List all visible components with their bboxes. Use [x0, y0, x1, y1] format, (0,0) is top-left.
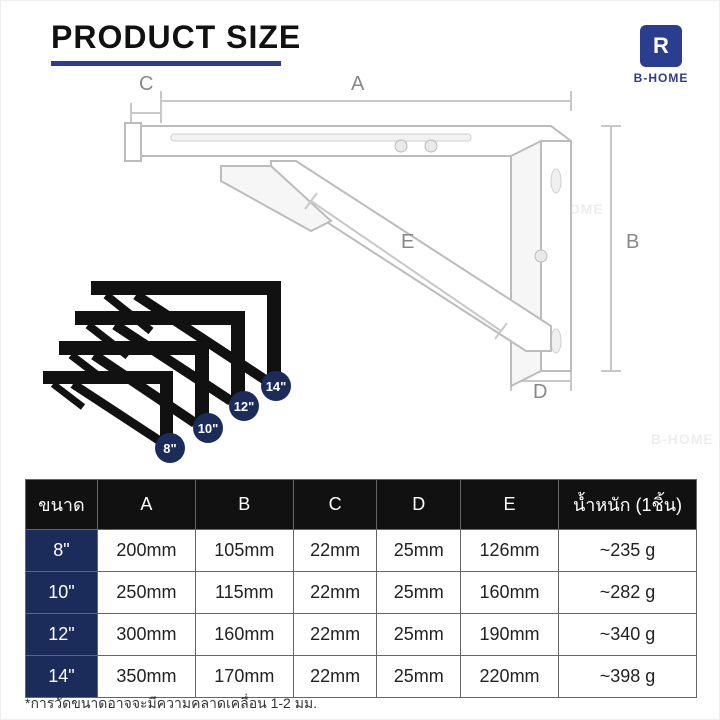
cell-a: 350mm: [98, 656, 196, 698]
th-b: B: [195, 480, 293, 530]
footnote: *การวัดขนาดอาจจะมีความคลาดเคลื่อน 1-2 มม…: [25, 693, 317, 715]
variant-badge-14: 14": [261, 371, 291, 401]
cell-size: 12": [26, 614, 98, 656]
brand-logo-icon: [640, 25, 682, 67]
th-d: D: [377, 480, 461, 530]
size-table: ขนาด A B C D E น้ำหนัก (1ชิ้น) 8" 200mm …: [25, 479, 697, 698]
cell-c: 22mm: [293, 530, 377, 572]
cell-d: 25mm: [377, 614, 461, 656]
dim-label-e: E: [401, 231, 414, 254]
cell-d: 25mm: [377, 656, 461, 698]
dim-label-c: C: [139, 73, 153, 96]
cell-d: 25mm: [377, 572, 461, 614]
th-a: A: [98, 480, 196, 530]
cell-w: ~340 g: [559, 614, 697, 656]
table-header-row: ขนาด A B C D E น้ำหนัก (1ชิ้น): [26, 480, 697, 530]
cell-c: 22mm: [293, 656, 377, 698]
variant-badge-12: 12": [229, 391, 259, 421]
cell-size: 8": [26, 530, 98, 572]
cell-b: 105mm: [195, 530, 293, 572]
cell-e: 220mm: [461, 656, 559, 698]
title-underline: [51, 61, 281, 66]
watermark: B-HOME: [651, 431, 714, 447]
cell-w: ~235 g: [559, 530, 697, 572]
cell-c: 22mm: [293, 572, 377, 614]
variant-badge-8: 8": [155, 433, 185, 463]
cell-w: ~282 g: [559, 572, 697, 614]
dim-label-b: B: [626, 231, 639, 254]
cell-w: ~398 g: [559, 656, 697, 698]
cell-b: 170mm: [195, 656, 293, 698]
table-row: 12" 300mm 160mm 22mm 25mm 190mm ~340 g: [26, 614, 697, 656]
th-e: E: [461, 480, 559, 530]
variant-badge-10: 10": [193, 413, 223, 443]
dim-label-d: D: [533, 381, 547, 404]
cell-a: 200mm: [98, 530, 196, 572]
th-weight: น้ำหนัก (1ชิ้น): [559, 480, 697, 530]
cell-size: 14": [26, 656, 98, 698]
cell-e: 190mm: [461, 614, 559, 656]
table-row: 14" 350mm 170mm 22mm 25mm 220mm ~398 g: [26, 656, 697, 698]
page-title: PRODUCT SIZE: [51, 19, 301, 56]
size-variants: 14" 12" 10" 8": [25, 271, 295, 451]
cell-a: 300mm: [98, 614, 196, 656]
th-size: ขนาด: [26, 480, 98, 530]
cell-d: 25mm: [377, 530, 461, 572]
variants-svg: [25, 271, 295, 461]
cell-size: 10": [26, 572, 98, 614]
cell-e: 126mm: [461, 530, 559, 572]
cell-e: 160mm: [461, 572, 559, 614]
th-c: C: [293, 480, 377, 530]
cell-b: 160mm: [195, 614, 293, 656]
table-row: 8" 200mm 105mm 22mm 25mm 126mm ~235 g: [26, 530, 697, 572]
cell-c: 22mm: [293, 614, 377, 656]
table-row: 10" 250mm 115mm 22mm 25mm 160mm ~282 g: [26, 572, 697, 614]
cell-a: 250mm: [98, 572, 196, 614]
cell-b: 115mm: [195, 572, 293, 614]
product-size-card: B-HOME B-HOME PRODUCT SIZE B-HOME: [0, 0, 720, 720]
dim-label-a: A: [351, 73, 364, 96]
